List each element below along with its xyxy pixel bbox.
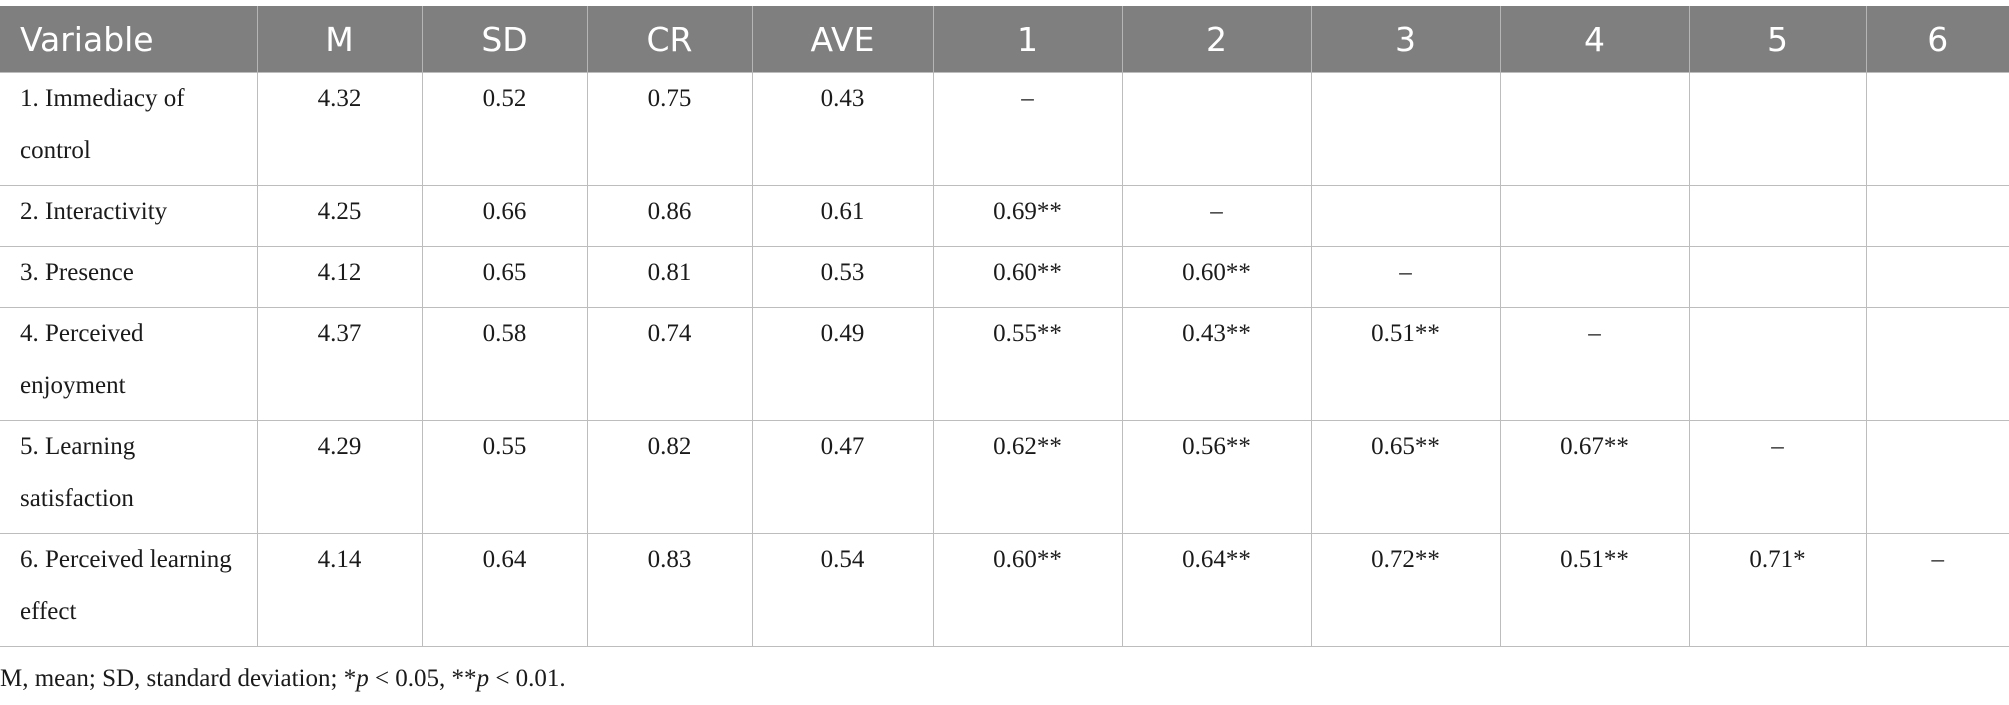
cell-variable: 5. Learning satisfaction xyxy=(0,420,258,534)
header-row: Variable M SD CR AVE 1 2 3 4 5 6 xyxy=(0,6,2009,73)
cell-corr-6 xyxy=(1865,185,2009,247)
cell-corr-5 xyxy=(1688,246,1867,308)
cell-cr: 0.75 xyxy=(586,72,753,186)
header-col-4: 4 xyxy=(1499,6,1689,73)
cell-corr-6 xyxy=(1865,420,2009,534)
cell-corr-3 xyxy=(1310,72,1501,186)
cell-variable: 4. Perceived enjoyment xyxy=(0,307,258,421)
cell-ave: 0.49 xyxy=(751,307,934,421)
cell-corr-6 xyxy=(1865,246,2009,308)
table-row: 6. Perceived learning effect 4.14 0.64 0… xyxy=(0,533,2009,647)
cell-corr-1: 0.60** xyxy=(932,246,1123,308)
cell-sd: 0.52 xyxy=(421,72,588,186)
cell-corr-1: – xyxy=(932,72,1123,186)
cell-corr-1: 0.62** xyxy=(932,420,1123,534)
footnote-text-3: < 0.01. xyxy=(489,665,566,692)
cell-variable: 1. Immediacy of control xyxy=(0,72,258,186)
cell-sd: 0.64 xyxy=(421,533,588,647)
header-sd: SD xyxy=(421,6,587,73)
cell-mean: 4.29 xyxy=(256,420,423,534)
table-row: 3. Presence 4.12 0.65 0.81 0.53 0.60** 0… xyxy=(0,246,2009,308)
cell-corr-6 xyxy=(1865,72,2009,186)
cell-corr-4 xyxy=(1499,246,1690,308)
cell-corr-3: 0.65** xyxy=(1310,420,1501,534)
cell-sd: 0.66 xyxy=(421,185,588,247)
cell-variable: 6. Perceived learning effect xyxy=(0,533,258,647)
table-header: Variable M SD CR AVE 1 2 3 4 5 6 xyxy=(0,6,2009,73)
cell-mean: 4.14 xyxy=(256,533,423,647)
cell-corr-1: 0.60** xyxy=(932,533,1123,647)
cell-ave: 0.53 xyxy=(751,246,934,308)
header-col-6: 6 xyxy=(1865,6,2009,73)
cell-corr-2: 0.43** xyxy=(1121,307,1312,421)
footnote-text-1: M, mean; SD, standard deviation; * xyxy=(0,665,357,692)
cell-variable: 3. Presence xyxy=(0,246,258,308)
header-cr: CR xyxy=(586,6,752,73)
cell-ave: 0.61 xyxy=(751,185,934,247)
cell-cr: 0.74 xyxy=(586,307,753,421)
cell-corr-2 xyxy=(1121,72,1312,186)
cell-corr-3 xyxy=(1310,185,1501,247)
cell-sd: 0.55 xyxy=(421,420,588,534)
footnote-p-symbol-2: p xyxy=(476,665,490,692)
table-row: 1. Immediacy of control 4.32 0.52 0.75 0… xyxy=(0,72,2009,186)
cell-corr-5 xyxy=(1688,185,1867,247)
table-footnote: M, mean; SD, standard deviation; *p < 0.… xyxy=(0,665,566,693)
cell-corr-3: – xyxy=(1310,246,1501,308)
cell-ave: 0.54 xyxy=(751,533,934,647)
header-variable: Variable xyxy=(0,6,257,73)
table-body: 1. Immediacy of control 4.32 0.52 0.75 0… xyxy=(0,72,2009,647)
header-mean: M xyxy=(256,6,422,73)
cell-corr-2: 0.64** xyxy=(1121,533,1312,647)
cell-corr-2: 0.60** xyxy=(1121,246,1312,308)
cell-mean: 4.25 xyxy=(256,185,423,247)
header-col-2: 2 xyxy=(1121,6,1311,73)
footnote-text-2: < 0.05, ** xyxy=(368,665,477,692)
cell-sd: 0.65 xyxy=(421,246,588,308)
cell-corr-4: 0.67** xyxy=(1499,420,1690,534)
cell-cr: 0.81 xyxy=(586,246,753,308)
cell-mean: 4.37 xyxy=(256,307,423,421)
header-col-1: 1 xyxy=(932,6,1122,73)
footnote-p-symbol-1: p xyxy=(356,665,369,692)
header-col-3: 3 xyxy=(1310,6,1500,73)
correlation-table: Variable M SD CR AVE 1 2 3 4 5 6 1. Imme… xyxy=(0,6,2009,647)
table-row: 4. Perceived enjoyment 4.37 0.58 0.74 0.… xyxy=(0,307,2009,421)
cell-corr-3: 0.72** xyxy=(1310,533,1501,647)
cell-mean: 4.12 xyxy=(256,246,423,308)
table-row: 2. Interactivity 4.25 0.66 0.86 0.61 0.6… xyxy=(0,185,2009,247)
cell-corr-4 xyxy=(1499,185,1690,247)
header-col-5: 5 xyxy=(1688,6,1866,73)
cell-corr-5 xyxy=(1688,72,1867,186)
cell-ave: 0.43 xyxy=(751,72,934,186)
cell-corr-5: – xyxy=(1688,420,1867,534)
cell-corr-6 xyxy=(1865,307,2009,421)
cell-cr: 0.86 xyxy=(586,185,753,247)
cell-corr-3: 0.51** xyxy=(1310,307,1501,421)
cell-cr: 0.82 xyxy=(586,420,753,534)
cell-corr-4 xyxy=(1499,72,1690,186)
cell-corr-1: 0.69** xyxy=(932,185,1123,247)
cell-corr-2: – xyxy=(1121,185,1312,247)
cell-cr: 0.83 xyxy=(586,533,753,647)
cell-corr-4: – xyxy=(1499,307,1690,421)
table-row: 5. Learning satisfaction 4.29 0.55 0.82 … xyxy=(0,420,2009,534)
cell-corr-5: 0.71* xyxy=(1688,533,1867,647)
cell-variable: 2. Interactivity xyxy=(0,185,258,247)
cell-mean: 4.32 xyxy=(256,72,423,186)
cell-corr-6: – xyxy=(1865,533,2009,647)
cell-sd: 0.58 xyxy=(421,307,588,421)
cell-corr-1: 0.55** xyxy=(932,307,1123,421)
cell-corr-4: 0.51** xyxy=(1499,533,1690,647)
correlation-table-container: Variable M SD CR AVE 1 2 3 4 5 6 1. Imme… xyxy=(0,6,2009,647)
cell-corr-2: 0.56** xyxy=(1121,420,1312,534)
cell-ave: 0.47 xyxy=(751,420,934,534)
cell-corr-5 xyxy=(1688,307,1867,421)
header-ave: AVE xyxy=(751,6,933,73)
